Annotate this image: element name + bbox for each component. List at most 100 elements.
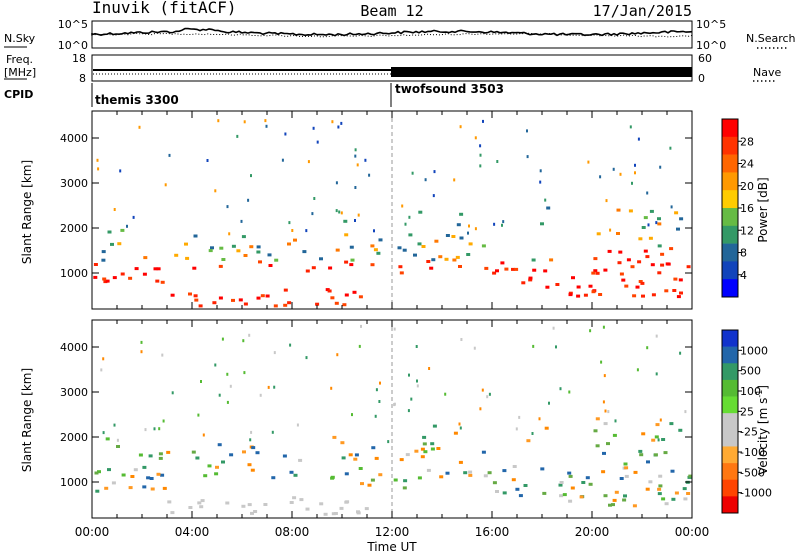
velocity-cell — [641, 432, 646, 436]
x-tick-label: 20:00 — [575, 525, 610, 539]
velocity-cell — [250, 430, 253, 434]
velocity-cell — [659, 418, 662, 422]
freq-panel: Freq. [MHz] 18 8 60 0 Nave — [4, 52, 781, 85]
power-cell — [265, 294, 270, 298]
power-cell — [264, 119, 267, 123]
x-tick-label: 00:00 — [75, 525, 110, 539]
velocity-cell — [570, 486, 575, 490]
velocity-cell — [416, 384, 419, 388]
velocity-cell — [251, 446, 256, 450]
power-cell — [531, 258, 536, 262]
power-cell — [676, 295, 681, 299]
power-cell — [156, 267, 161, 271]
velocity-cell — [619, 477, 624, 480]
power-cell — [142, 272, 147, 276]
power-cell — [247, 198, 250, 202]
velocity-cell — [393, 403, 396, 407]
power-cell — [634, 163, 636, 167]
velocity-cell — [148, 454, 153, 458]
velocity-heatmap — [94, 324, 693, 516]
velocity-cell — [468, 470, 473, 474]
velocity-cell — [559, 494, 564, 498]
power-cell — [315, 302, 320, 306]
velocity-cell — [589, 329, 592, 333]
velocity-cell — [214, 472, 219, 476]
power-cell — [132, 215, 135, 219]
velocity-cell — [162, 419, 165, 423]
power-cell — [302, 250, 307, 254]
velocity-cell — [645, 487, 650, 491]
velocity-cell — [481, 450, 486, 454]
power-cell — [134, 267, 139, 271]
freq-right-tick-top: 60 — [698, 52, 712, 65]
velocity-cell — [378, 400, 381, 403]
velocity-cell — [358, 344, 361, 348]
power-cell — [432, 194, 435, 198]
power-cell — [591, 271, 596, 275]
velocity-cell — [113, 423, 116, 427]
velocity-cell — [331, 512, 336, 516]
velocity-colorbar-swatch — [722, 379, 738, 397]
velocity-cell — [658, 484, 663, 488]
velocity-cell — [555, 345, 557, 349]
power-cell — [511, 267, 515, 271]
power-cell — [357, 213, 360, 217]
noise-panel: N.Sky 10^5 10^0 10^5 10^0 N.Search — [4, 18, 796, 52]
velocity-cell — [428, 367, 431, 370]
velocity-cell — [221, 460, 225, 464]
power-cell — [236, 134, 239, 138]
power-cell — [528, 278, 533, 282]
power-cell — [354, 154, 357, 158]
velocity-colorbar-swatch — [722, 346, 738, 364]
power-cell — [445, 234, 450, 237]
velocity-cell — [289, 501, 294, 504]
velocity-cell — [146, 476, 151, 480]
power-cell — [243, 254, 248, 257]
velocity-cell — [149, 477, 154, 480]
velocity-cell — [410, 397, 413, 401]
power-cell — [657, 271, 662, 275]
x-tick-label: 12:00 — [375, 525, 410, 539]
velocity-cell — [144, 428, 147, 432]
velocity-cell — [403, 479, 408, 483]
noise-left-tick-bottom: 10^0 — [58, 39, 88, 52]
power-colorbar-swatch — [722, 261, 738, 280]
velocity-colorbar-swatch — [722, 429, 738, 447]
power-colorbar-swatch — [722, 243, 738, 262]
power-cell — [340, 211, 343, 215]
power-cell — [210, 246, 214, 250]
power-cell — [555, 283, 560, 286]
power-cell — [370, 263, 375, 267]
power-cell — [256, 250, 261, 254]
velocity-cell — [247, 503, 252, 507]
power-cell — [354, 219, 356, 222]
velocity-cell — [458, 422, 461, 426]
station-title: Inuvik (fitACF) — [92, 0, 237, 17]
velocity-colorbar-tick-label: 100 — [740, 385, 761, 398]
velocity-cell — [319, 502, 324, 506]
velocity-cell — [242, 339, 245, 343]
power-cell — [626, 258, 631, 262]
power-cell — [657, 217, 661, 221]
power-cell — [643, 216, 648, 220]
power-cell — [378, 238, 383, 242]
power-cell — [599, 175, 602, 179]
x-tick-label: 04:00 — [175, 525, 210, 539]
power-cell — [93, 275, 98, 279]
noise-search-trace — [91, 32, 693, 38]
power-cell — [350, 258, 355, 262]
power-cell — [96, 158, 99, 162]
velocity-cell — [515, 487, 520, 491]
velocity-cell — [354, 453, 359, 457]
velocity-cell — [559, 481, 564, 484]
velocity-cell — [502, 469, 507, 473]
power-cell — [97, 167, 100, 171]
power-cell — [160, 280, 165, 284]
velocity-cell — [415, 345, 418, 348]
velocity-cell — [515, 427, 518, 431]
velocity-cell — [636, 368, 639, 372]
velocity-cell — [445, 471, 450, 475]
power-cell — [330, 296, 335, 300]
power-cell — [634, 171, 636, 175]
velocity-cell — [661, 438, 666, 441]
